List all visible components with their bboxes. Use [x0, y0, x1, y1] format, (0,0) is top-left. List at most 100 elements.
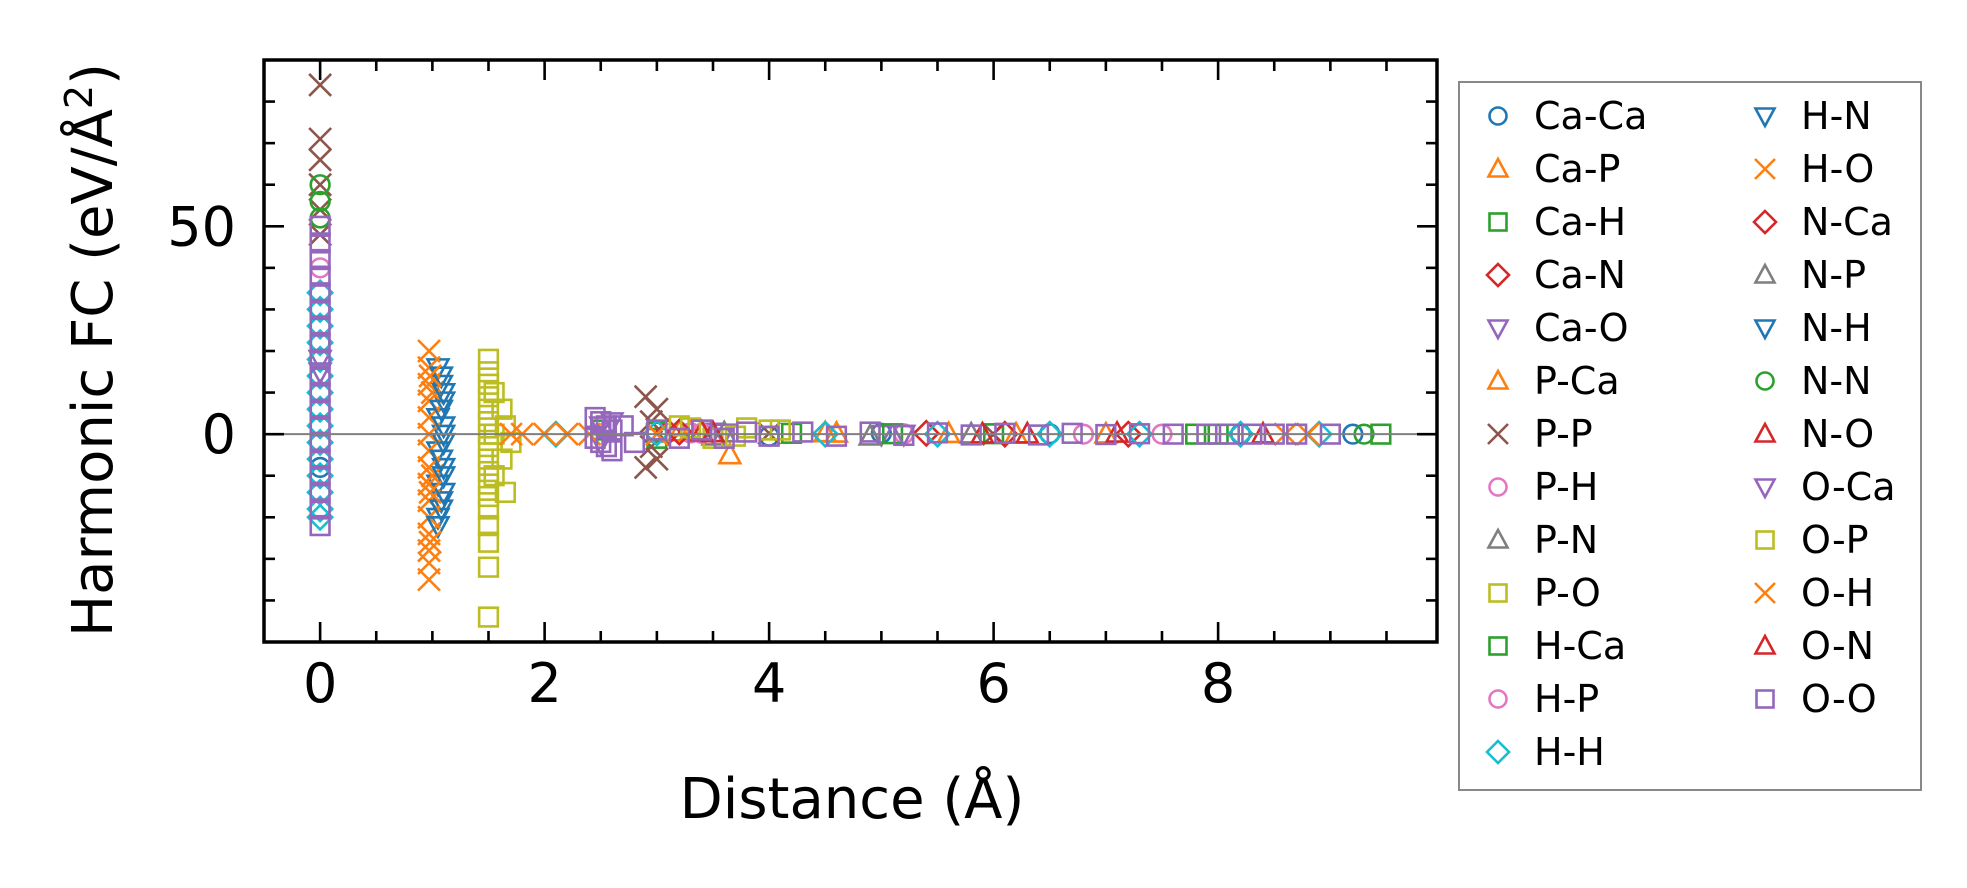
- y-axis-label-superscript: 2: [57, 85, 101, 109]
- legend-marker: [1755, 689, 1775, 709]
- data-point: [646, 419, 668, 441]
- legend-marker: [1753, 319, 1777, 341]
- series-H-H: [306, 278, 1334, 532]
- legend-marker: [1485, 739, 1511, 765]
- legend-marker: [1488, 477, 1508, 497]
- series-O-H: [418, 364, 1320, 555]
- data-point: [309, 298, 331, 321]
- legend-items: Ca-Ca Ca-P Ca-H Ca-N Ca-O P-Ca P-P P-H P-N P-O H-C…: [1485, 94, 1896, 774]
- legend-label: P-Ca: [1534, 359, 1620, 403]
- data-point: [418, 530, 443, 555]
- legend-item: P-P: [1487, 412, 1593, 456]
- legend-item: H-N: [1753, 94, 1872, 138]
- legend-item: P-Ca: [1486, 359, 1620, 403]
- data-point: [417, 438, 441, 463]
- data-point: [792, 421, 814, 443]
- legend-label: H-P: [1534, 677, 1599, 721]
- series-Ca-Ca: [309, 332, 1364, 479]
- data-point: [417, 538, 441, 563]
- data-point: [309, 498, 331, 520]
- data-point: [309, 232, 331, 254]
- data-point: [309, 315, 331, 337]
- y-axis-label-close: ): [61, 63, 126, 85]
- data-point: [309, 381, 331, 404]
- data-point: [926, 422, 949, 444]
- data-point: [758, 425, 780, 447]
- data-point: [309, 431, 331, 454]
- data-point: [477, 514, 500, 537]
- data-point: [428, 374, 454, 398]
- legend-item: N-O: [1753, 412, 1874, 456]
- legend-marker: [1753, 107, 1777, 129]
- legend-label: H-O: [1801, 147, 1874, 191]
- x-tick-label: 4: [752, 652, 786, 715]
- data-point: [430, 391, 457, 415]
- y-tick-label: 0: [202, 403, 236, 466]
- data-point: [601, 440, 623, 462]
- legend-marker: [1488, 106, 1508, 126]
- data-point: [417, 355, 441, 380]
- data-point: [477, 398, 500, 420]
- y-axis-label-main: Harmonic FC (eV/Å: [60, 109, 126, 637]
- legend-marker: [1754, 582, 1776, 604]
- legend-item: N-H: [1753, 306, 1872, 350]
- data-point: [1250, 420, 1276, 444]
- data-point: [428, 449, 454, 473]
- legend-item: H-H: [1485, 730, 1605, 774]
- x-tick-label: 0: [303, 652, 337, 715]
- legend-marker: [1753, 421, 1777, 443]
- data-point: [644, 447, 669, 472]
- data-point: [430, 383, 457, 407]
- data-point: [309, 265, 331, 287]
- data-point: [811, 420, 840, 449]
- legend-label: N-O: [1801, 412, 1874, 456]
- data-point: [308, 73, 333, 97]
- data-point: [668, 415, 690, 437]
- data-point: [477, 435, 500, 458]
- data-point: [595, 415, 618, 437]
- data-point: [428, 499, 454, 523]
- legend-label: O-Ca: [1801, 465, 1896, 509]
- data-point: [428, 491, 454, 515]
- legend-marker: [1753, 262, 1777, 284]
- legend-marker: [1487, 423, 1509, 445]
- data-point: [1014, 420, 1040, 444]
- legend-item: P-H: [1488, 465, 1598, 509]
- legend-label: P-H: [1534, 465, 1598, 509]
- legend-label: O-H: [1801, 571, 1874, 615]
- legend-marker: [1488, 583, 1508, 603]
- data-point: [309, 514, 331, 537]
- data-point: [309, 448, 331, 470]
- legend-marker: [1755, 530, 1775, 550]
- data-point: [418, 364, 443, 388]
- series-O-O: [309, 215, 1342, 537]
- legend-marker: [1755, 371, 1775, 391]
- legend-marker: [1486, 319, 1510, 341]
- data-point: [477, 556, 500, 578]
- data-point: [724, 425, 747, 447]
- x-tick-label: 8: [1201, 652, 1235, 715]
- data-point: [595, 435, 618, 458]
- data-point: [309, 348, 331, 370]
- data-point: [483, 381, 505, 404]
- data-point: [308, 147, 333, 172]
- data-point: [633, 455, 658, 480]
- legend-marker: [1486, 527, 1510, 549]
- legend-item: O-Ca: [1753, 465, 1896, 509]
- legend-item: H-Ca: [1488, 624, 1626, 668]
- tick-layer: 0 2 4 6 8 0 50: [167, 60, 1437, 715]
- legend-item: O-O: [1755, 677, 1877, 721]
- data-point: [309, 398, 331, 420]
- data-point: [599, 412, 625, 436]
- legend-label: N-N: [1801, 359, 1872, 403]
- legend-item: H-O: [1754, 147, 1874, 191]
- legend-label: O-P: [1801, 518, 1869, 562]
- data-point: [717, 441, 743, 465]
- data-point: [417, 488, 441, 513]
- data-point: [430, 416, 457, 440]
- legend: Ca-Ca Ca-P Ca-H Ca-N Ca-O P-Ca P-P P-H P-N P-O H-C…: [1458, 81, 1922, 791]
- data-point: [309, 365, 331, 387]
- data-point: [969, 420, 996, 444]
- data-point: [309, 332, 331, 354]
